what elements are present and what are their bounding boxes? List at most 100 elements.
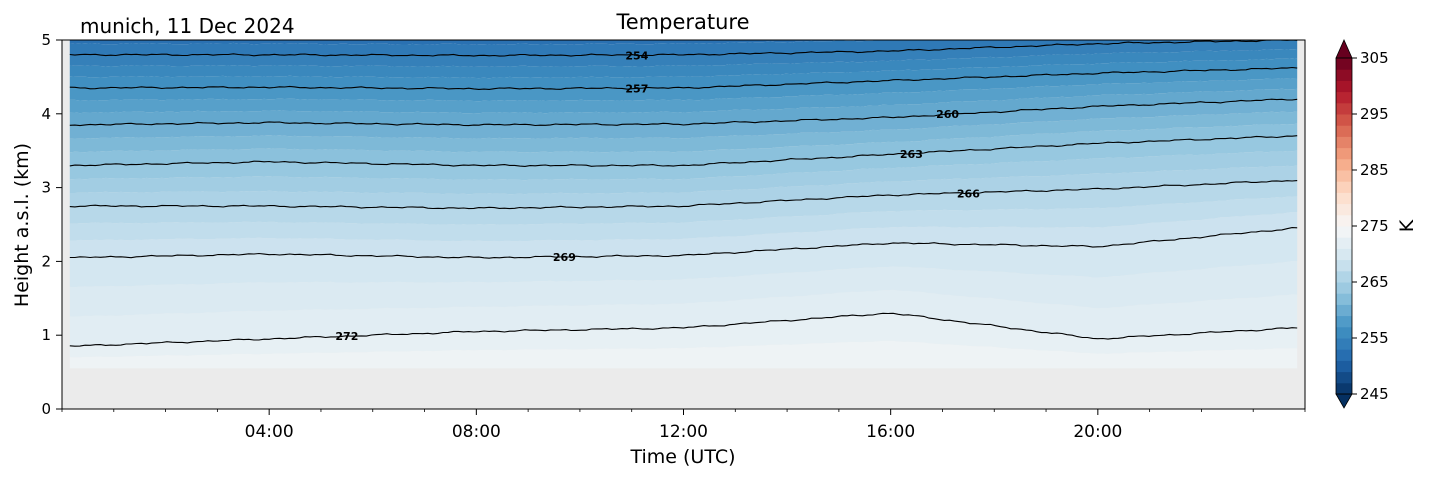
colorbar-segment [1336, 338, 1352, 350]
contour-lines [69, 40, 1298, 347]
fill-band-259 [69, 88, 1298, 126]
fill-band-260 [69, 99, 1298, 139]
colorbar-segment [1336, 170, 1352, 182]
colorbar-segment [1336, 147, 1352, 160]
colorbar-segment [1336, 270, 1352, 283]
x-tick-label: 12:00 [659, 422, 708, 442]
colorbar-segment [1336, 181, 1352, 193]
fill-band-273 [69, 340, 1298, 369]
contour-line-254 [69, 40, 1298, 57]
colorbar-segment [1336, 304, 1352, 317]
colorbar-segment [1336, 326, 1352, 339]
colorbar-tick-label: 245 [1360, 385, 1389, 403]
fill-band-270 [69, 261, 1298, 317]
fill-band-263 [69, 135, 1298, 181]
contour-line-272 [69, 312, 1298, 347]
colorbar: 245 255 265 275 285 295 305 K [1335, 39, 1418, 409]
fill-band-258 [69, 78, 1298, 114]
colorbar-segment [1336, 136, 1352, 149]
contour-label-263: 263 [900, 148, 923, 161]
chart-subtitle: munich, 11 Dec 2024 [80, 14, 295, 38]
colorbar-tick-label: 265 [1360, 273, 1389, 291]
colorbar-segment [1336, 203, 1352, 216]
y-axis-label: Height a.s.l. (km) [11, 143, 33, 307]
temperature-fill-bands [69, 40, 1298, 369]
colorbar-segment [1336, 114, 1352, 126]
colorbar-ticks: 245 255 265 275 285 295 305 [1352, 49, 1389, 403]
colorbar-extend-top [1335, 39, 1353, 59]
colorbar-segment [1336, 360, 1352, 373]
fill-band-267 [69, 196, 1298, 242]
colorbar-segment [1336, 58, 1352, 70]
fill-band-265 [69, 165, 1298, 209]
colorbar-segment [1336, 259, 1352, 272]
fill-band-269 [69, 227, 1298, 288]
y-tick-label: 2 [41, 252, 51, 270]
x-tick-label: 08:00 [452, 422, 501, 442]
fill-band-264 [69, 150, 1298, 195]
y-tick-label: 0 [41, 400, 51, 418]
contour-line-266 [69, 180, 1298, 210]
colorbar-segment [1336, 237, 1352, 249]
contour-label-254: 254 [625, 49, 648, 62]
contour-label-257: 257 [625, 82, 648, 95]
contour-label-269: 269 [553, 251, 576, 264]
fill-band-262 [69, 123, 1298, 167]
colorbar-segments [1336, 58, 1352, 395]
colorbar-segment [1336, 382, 1352, 395]
fill-band-254 [69, 40, 1298, 67]
x-tick-label: 04:00 [245, 422, 294, 442]
fill-band-261 [69, 111, 1298, 153]
contour-label-266: 266 [957, 188, 980, 201]
y-tick-label: 3 [41, 179, 51, 197]
colorbar-tick-label: 285 [1360, 161, 1389, 179]
fill-band-266 [69, 180, 1298, 225]
contour-labels: 254 257 260 263 266 269 272 [335, 49, 980, 342]
fill-band-255 [69, 49, 1298, 79]
y-tick-label: 4 [41, 105, 51, 123]
y-tick-label: 1 [41, 326, 51, 344]
colorbar-segment [1336, 349, 1352, 361]
colorbar-segment [1336, 158, 1352, 171]
fill-band-252 [69, 40, 899, 45]
y-axis-ticks: 0 1 2 3 4 5 [41, 31, 62, 418]
x-axis-label: Time (UTC) [629, 446, 735, 468]
colorbar-segment [1336, 315, 1352, 328]
colorbar-segment [1336, 69, 1352, 81]
colorbar-label: K [1396, 219, 1418, 232]
colorbar-segment [1336, 80, 1352, 93]
contour-line-269 [69, 227, 1298, 259]
contour-line-257 [69, 66, 1298, 90]
x-tick-label: 16:00 [866, 422, 915, 442]
colorbar-extend-bottom [1335, 393, 1353, 409]
y-tick-label: 5 [41, 31, 51, 49]
x-axis-ticks: 04:00 08:00 12:00 16:00 20:00 [61, 409, 1306, 442]
colorbar-tick-label: 295 [1360, 105, 1389, 123]
fill-band-256 [69, 58, 1298, 90]
fill-band-268 [69, 212, 1298, 259]
colorbar-segment [1336, 226, 1352, 238]
colorbar-segment [1336, 102, 1352, 115]
colorbar-segment [1336, 282, 1352, 294]
chart-title: Temperature [615, 10, 749, 34]
colorbar-segment [1336, 248, 1352, 261]
colorbar-segment [1336, 214, 1352, 227]
fill-band-272 [69, 313, 1298, 358]
fill-band-253 [69, 40, 1298, 56]
colorbar-tick-label: 305 [1360, 49, 1389, 67]
colorbar-tick-label: 255 [1360, 329, 1389, 347]
fill-band-257 [69, 67, 1298, 102]
colorbar-segment [1336, 293, 1352, 305]
contour-label-272: 272 [335, 330, 358, 343]
colorbar-segment [1336, 125, 1352, 137]
contour-line-263 [69, 135, 1298, 167]
colorbar-tick-label: 275 [1360, 217, 1389, 235]
x-tick-label: 20:00 [1073, 422, 1122, 442]
contour-label-260: 260 [936, 108, 959, 121]
colorbar-segment [1336, 192, 1352, 205]
contour-line-260 [69, 98, 1298, 127]
colorbar-segment [1336, 91, 1352, 104]
colorbar-segment [1336, 371, 1352, 384]
plot-area: 254 257 260 263 266 269 272 [61, 39, 1306, 410]
